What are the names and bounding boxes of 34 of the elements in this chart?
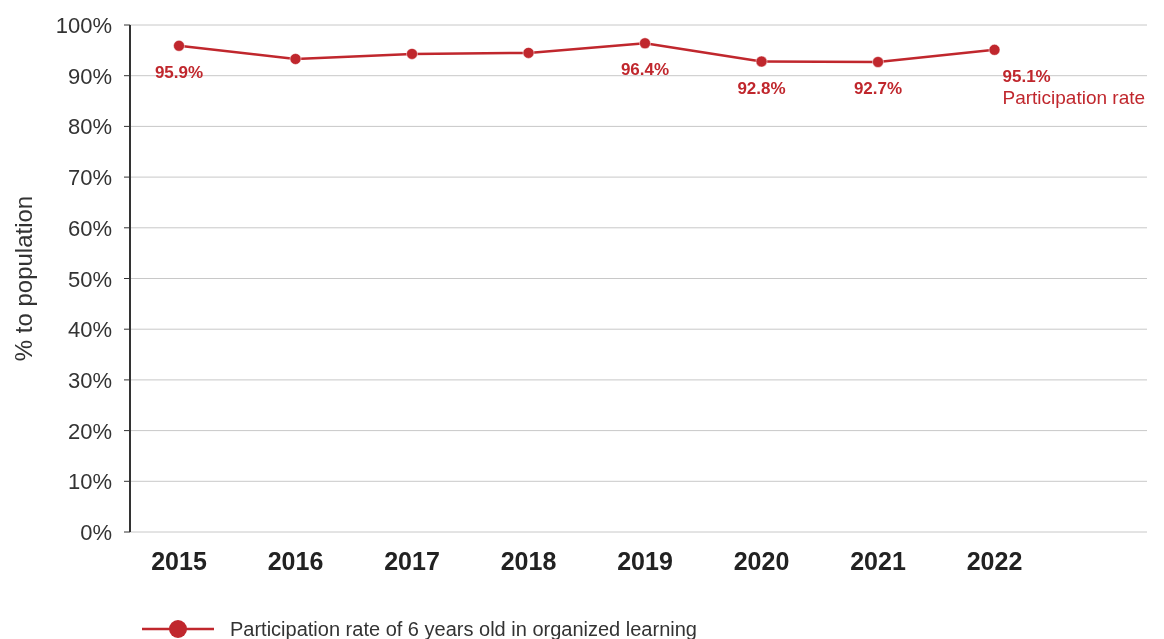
- point: [173, 40, 185, 52]
- x-tick-label: 2020: [733, 547, 790, 575]
- point: [406, 48, 418, 60]
- y-tick-label: 50%: [67, 266, 112, 292]
- y-tick-label: 100%: [55, 13, 112, 38]
- y-axis-title: % to population: [10, 195, 37, 362]
- y-tick-label: 90%: [67, 63, 112, 89]
- annotation: Participation rate: [1002, 86, 1146, 108]
- y-tick-label: 70%: [67, 165, 112, 191]
- data-label: 96.4%: [620, 60, 670, 80]
- x-tick-label: 2015: [151, 547, 207, 575]
- x-tick-label: 2016: [267, 547, 324, 575]
- point: [988, 44, 1001, 56]
- y-tick-label: 40%: [67, 317, 112, 343]
- point: [872, 56, 884, 68]
- y-tick-label: 0%: [80, 520, 112, 545]
- data-label: 92.7%: [853, 79, 903, 99]
- y-tick-label: 60%: [67, 215, 112, 241]
- x-tick-label: 2017: [384, 547, 440, 575]
- point: [289, 53, 302, 65]
- data-label: 95.1%: [1002, 66, 1051, 86]
- y-tick-label: 80%: [67, 114, 112, 140]
- x-tick-label: 2022: [966, 547, 1023, 575]
- x-tick-label: 2018: [500, 547, 557, 575]
- y-tick-label: 30%: [67, 367, 112, 393]
- x-tick-label: 2019: [617, 547, 673, 575]
- data-label: 95.9%: [154, 62, 204, 82]
- x-tick-label: 2021: [850, 547, 906, 575]
- point: [755, 55, 768, 68]
- y-tick-label: 20%: [67, 418, 112, 444]
- point: [522, 47, 535, 59]
- data-label: 92.8%: [737, 78, 786, 98]
- y-tick-label: 10%: [67, 469, 112, 495]
- point: [639, 37, 651, 49]
